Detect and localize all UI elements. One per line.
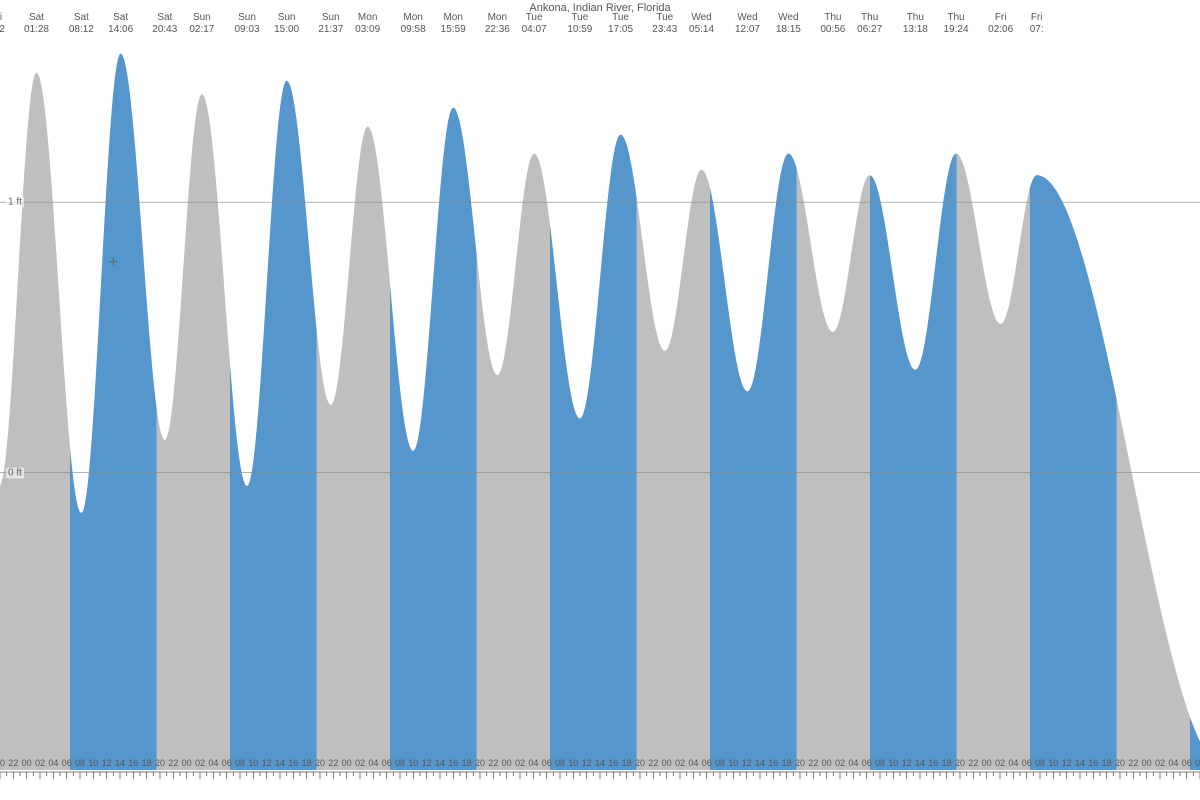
x-hour-label: 14 [915,758,925,768]
x-hour-label: 16 [128,758,138,768]
x-hour-label: 00 [342,758,352,768]
x-hour-label: 22 [1128,758,1138,768]
x-hour-label: 12 [742,758,752,768]
x-hour-label: 08 [235,758,245,768]
x-hour-label: 06 [382,758,392,768]
x-hour-label: 14 [115,758,125,768]
x-hour-label: 16 [288,758,298,768]
x-hour-label: 04 [688,758,698,768]
x-hour-label: 16 [928,758,938,768]
tide-chart: Ankona, Indian River, Florida ri52Sat01:… [0,0,1200,800]
x-hour-label: 06 [1182,758,1192,768]
x-hour-label: 18 [462,758,472,768]
tide-event-labels: ri52Sat01:28Sat08:12Sat14:06Sat20:43Sun0… [0,12,1200,38]
x-hour-label: 18 [622,758,632,768]
x-hour-label: 20 [635,758,645,768]
x-hour-label: 08 [715,758,725,768]
x-hour-label: 02 [835,758,845,768]
x-hour-label: 18 [1102,758,1112,768]
x-hour-label: 00 [982,758,992,768]
x-hour-label: 20 [315,758,325,768]
x-hour-label: 16 [768,758,778,768]
x-hour-label: 20 [1115,758,1125,768]
x-hour-label: 10 [888,758,898,768]
x-hour-label: 06 [222,758,232,768]
chart-svg [0,0,1200,800]
x-hour-label: 06 [62,758,72,768]
x-hour-label: 14 [435,758,445,768]
x-hour-label: 14 [1075,758,1085,768]
x-hour-label: 22 [648,758,658,768]
x-hour-label: 10 [1048,758,1058,768]
x-hour-label: 04 [528,758,538,768]
x-hour-label: 12 [582,758,592,768]
x-hour-label: 12 [262,758,272,768]
x-hour-label: 10 [88,758,98,768]
x-hour-label: 12 [902,758,912,768]
x-hour-label: 08 [1195,758,1200,768]
x-hour-label: 04 [208,758,218,768]
x-hour-label: 02 [1155,758,1165,768]
x-hour-label: 10 [248,758,258,768]
x-hour-label: 18 [782,758,792,768]
x-hour-label: 08 [555,758,565,768]
x-hour-label: 00 [502,758,512,768]
y-gridline-label: 0 ft [6,467,24,478]
x-hour-label: 14 [755,758,765,768]
x-hour-label: 14 [595,758,605,768]
x-hour-label: 04 [48,758,58,768]
x-hour-label: 08 [875,758,885,768]
x-hour-label: 20 [0,758,5,768]
x-hour-label: 20 [475,758,485,768]
x-hour-label: 10 [408,758,418,768]
x-hour-label: 00 [182,758,192,768]
x-hour-label: 20 [955,758,965,768]
x-hour-label: 06 [702,758,712,768]
x-hour-label: 04 [1008,758,1018,768]
x-hour-label: 12 [102,758,112,768]
x-hour-label: 20 [795,758,805,768]
x-hour-label: 04 [1168,758,1178,768]
x-hour-label: 22 [968,758,978,768]
x-hour-label: 12 [1062,758,1072,768]
x-hour-label: 02 [675,758,685,768]
x-hour-label: 10 [568,758,578,768]
x-hour-label: 22 [168,758,178,768]
x-hour-label: 18 [142,758,152,768]
x-hour-label: 22 [8,758,18,768]
x-hour-label: 16 [608,758,618,768]
x-hour-label: 06 [862,758,872,768]
x-hour-label: 18 [302,758,312,768]
x-hour-label: 16 [448,758,458,768]
x-hour-label: 22 [328,758,338,768]
x-hour-label: 14 [275,758,285,768]
x-hour-label: 20 [155,758,165,768]
x-hour-label: 16 [1088,758,1098,768]
x-hour-label: 06 [542,758,552,768]
x-hour-label: 02 [195,758,205,768]
x-hour-label: 00 [1142,758,1152,768]
y-gridline-label: 1 ft [6,197,24,208]
x-hour-label: 10 [728,758,738,768]
x-hour-label: 02 [995,758,1005,768]
x-hour-label: 08 [395,758,405,768]
x-hour-label: 02 [355,758,365,768]
x-hour-label: 00 [662,758,672,768]
x-hour-label: 08 [75,758,85,768]
tide-event-label: Fri07: [1010,12,1064,36]
x-hour-label: 04 [848,758,858,768]
x-hour-label: 18 [942,758,952,768]
x-hour-label: 00 [822,758,832,768]
x-hour-label: 08 [1035,758,1045,768]
x-hour-label: 22 [488,758,498,768]
x-hour-label: 06 [1022,758,1032,768]
x-hour-label: 02 [35,758,45,768]
x-hour-label: 00 [22,758,32,768]
x-hour-label: 12 [422,758,432,768]
x-hour-label: 04 [368,758,378,768]
x-hour-label: 22 [808,758,818,768]
x-hour-label: 02 [515,758,525,768]
